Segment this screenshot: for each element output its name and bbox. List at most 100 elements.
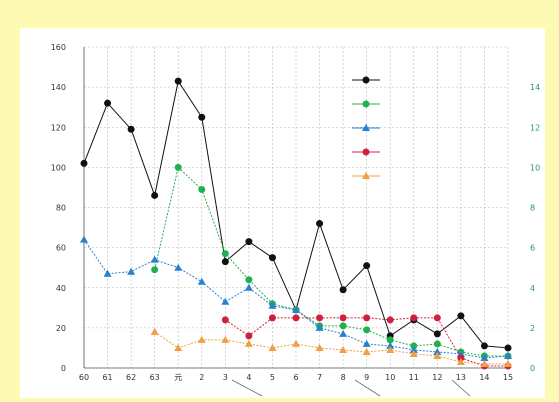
- series-point-0: [198, 113, 206, 121]
- series-point-3: [457, 354, 465, 362]
- y-left-tick-label: 160: [51, 43, 66, 52]
- series-point-3: [221, 316, 229, 324]
- series-point-0: [221, 258, 229, 266]
- series-point-3: [363, 314, 371, 322]
- series-point-2: [339, 329, 348, 337]
- series-point-1: [174, 163, 182, 171]
- y-right-tick-label: 4: [530, 284, 535, 293]
- series-point-3: [339, 314, 347, 322]
- series-point-0: [316, 220, 324, 228]
- series-point-2: [127, 267, 136, 275]
- x-tick-label: 元: [174, 373, 182, 382]
- series-point-2: [409, 345, 418, 353]
- series-point-2: [433, 347, 442, 355]
- legend-swatch-marker: [362, 172, 370, 179]
- series-point-2: [268, 301, 277, 309]
- series-point-2: [150, 255, 159, 263]
- series-point-3: [410, 314, 418, 322]
- x-tick-label: 61: [102, 373, 112, 382]
- series-point-0: [104, 99, 112, 107]
- series-point-4: [504, 359, 512, 367]
- series-point-2: [244, 283, 253, 291]
- series-point-1: [245, 276, 253, 284]
- x-tick-label: 15: [503, 373, 513, 382]
- x-tick-label: 11: [409, 373, 419, 382]
- series-point-0: [480, 342, 488, 350]
- series-point-4: [150, 327, 159, 335]
- series-point-1: [410, 342, 418, 350]
- legend-swatch-marker: [362, 100, 370, 108]
- series-point-4: [315, 343, 324, 351]
- x-tick-label: 63: [150, 373, 160, 382]
- series-point-3: [245, 332, 253, 340]
- y-left-tick-label: 60: [56, 244, 66, 253]
- series-point-1: [198, 185, 206, 193]
- series-point-0: [268, 254, 276, 262]
- y-right-tick-label: 14: [530, 83, 540, 92]
- y-left-tick-label: 100: [51, 163, 66, 172]
- series-point-4: [197, 335, 206, 343]
- series-point-0: [504, 344, 512, 352]
- x-tick-label: 62: [126, 373, 136, 382]
- series-point-1: [363, 326, 371, 334]
- series-point-4: [339, 345, 348, 353]
- series-point-4: [244, 339, 253, 347]
- series-point-3: [316, 314, 324, 322]
- series-point-3: [386, 316, 394, 324]
- y-left-tick-label: 20: [56, 324, 66, 333]
- series-point-0: [457, 312, 465, 320]
- legend-swatch-marker: [362, 148, 370, 156]
- x-tick-label: 8: [341, 373, 346, 382]
- series-point-1: [433, 340, 441, 348]
- y-right-tick-label: 12: [530, 123, 540, 132]
- series-point-0: [174, 77, 182, 85]
- annotation-arrow: [354, 379, 381, 397]
- y-right-tick-label: 8: [530, 204, 535, 213]
- x-tick-label: 10: [385, 373, 395, 382]
- series-point-3: [268, 314, 276, 322]
- series-point-4: [292, 339, 300, 347]
- series-point-2: [315, 323, 324, 331]
- x-tick-label: 2: [199, 373, 204, 382]
- series-point-2: [80, 235, 88, 243]
- series-point-0: [127, 125, 135, 133]
- x-tick-label: 4: [246, 373, 251, 382]
- x-tick-label: 7: [317, 373, 322, 382]
- y-left-tick-label: 40: [56, 284, 66, 293]
- x-tick-label: 6: [293, 373, 298, 382]
- y-right-tick-label: 10: [530, 163, 540, 172]
- y-left-tick-label: 80: [56, 204, 66, 213]
- series-point-2: [386, 341, 395, 349]
- series-point-4: [268, 343, 277, 351]
- series-point-0: [245, 238, 253, 246]
- series-point-3: [292, 314, 300, 322]
- y-left-tick-label: 140: [51, 83, 66, 92]
- x-tick-label: 14: [479, 373, 489, 382]
- x-tick-label: 60: [79, 373, 89, 382]
- series-point-0: [339, 286, 347, 294]
- y-right-tick-label: 6: [530, 244, 535, 253]
- series-point-4: [433, 351, 442, 359]
- series-point-4: [362, 347, 371, 355]
- y-right-tick-label: 2: [530, 324, 535, 333]
- legend-swatch-marker: [362, 76, 370, 84]
- series-point-0: [433, 330, 441, 338]
- x-tick-label: 3: [223, 373, 228, 382]
- x-tick-label: 9: [364, 373, 369, 382]
- series-point-4: [480, 359, 489, 367]
- series-point-1: [339, 322, 347, 330]
- series-point-3: [433, 314, 441, 322]
- plot-panel: [20, 28, 545, 398]
- series-point-1: [151, 266, 159, 274]
- series-point-4: [386, 345, 395, 353]
- annotation-arrow: [451, 379, 471, 397]
- series-point-0: [363, 262, 371, 270]
- x-tick-label: 5: [270, 373, 275, 382]
- series-point-2: [362, 339, 371, 347]
- y-left-tick-label: 0: [61, 364, 66, 373]
- series-point-4: [456, 357, 465, 365]
- series-point-2: [221, 297, 230, 305]
- series-point-0: [80, 159, 88, 167]
